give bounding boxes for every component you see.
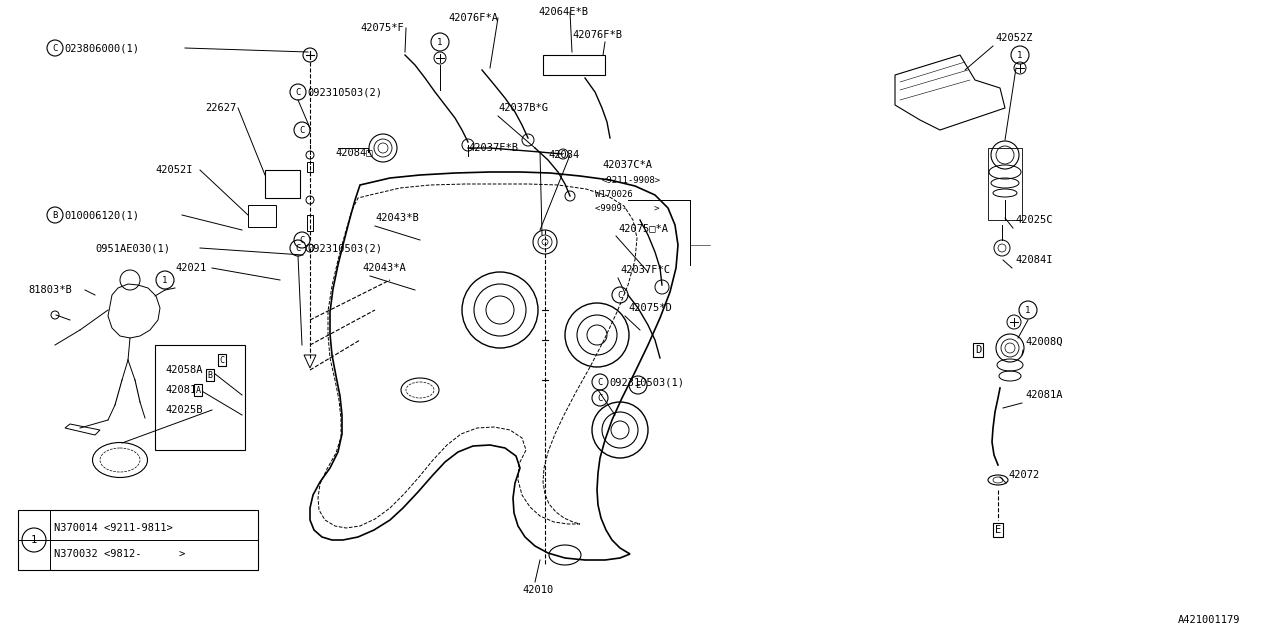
- Bar: [307, 215, 314, 231]
- Text: C: C: [300, 236, 305, 244]
- Text: 42037C*A: 42037C*A: [602, 160, 652, 170]
- Text: 42008Q: 42008Q: [1025, 337, 1062, 347]
- Text: 092310503(2): 092310503(2): [307, 243, 381, 253]
- Bar: [18, 510, 259, 570]
- Text: 42075*D: 42075*D: [628, 303, 672, 313]
- Bar: [543, 55, 605, 75]
- Text: C: C: [296, 243, 301, 253]
- Text: N370032 <9812-      >: N370032 <9812- >: [54, 549, 186, 559]
- Text: 092310503(1): 092310503(1): [609, 377, 684, 387]
- Text: B: B: [52, 211, 58, 220]
- Bar: [248, 205, 276, 227]
- Text: 42076F*A: 42076F*A: [448, 13, 498, 23]
- Text: 42076F*B: 42076F*B: [572, 30, 622, 40]
- Text: A: A: [196, 385, 201, 394]
- Text: A421001179: A421001179: [1178, 615, 1240, 625]
- Text: 42025B: 42025B: [165, 405, 202, 415]
- Text: C: C: [598, 394, 603, 403]
- Text: 42052Z: 42052Z: [995, 33, 1033, 43]
- Text: 42058A: 42058A: [165, 365, 202, 375]
- Text: 42081: 42081: [165, 385, 196, 395]
- Bar: [988, 148, 1021, 220]
- Text: N370014 <9211-9811>: N370014 <9211-9811>: [54, 523, 173, 533]
- Text: <9909-     >: <9909- >: [595, 204, 659, 212]
- Text: 42052I: 42052I: [155, 165, 192, 175]
- Text: 42081A: 42081A: [1025, 390, 1062, 400]
- Text: 42084: 42084: [548, 150, 580, 160]
- Text: 42021: 42021: [175, 263, 206, 273]
- Text: C: C: [300, 125, 305, 134]
- Text: C: C: [52, 44, 58, 52]
- Text: 1: 1: [31, 535, 37, 545]
- Text: D: D: [975, 345, 982, 355]
- Text: 42025C: 42025C: [1015, 215, 1052, 225]
- Text: 1: 1: [1025, 305, 1030, 314]
- Text: 42084I: 42084I: [1015, 255, 1052, 265]
- Text: E: E: [995, 525, 1001, 535]
- Text: 1: 1: [163, 275, 168, 285]
- Text: 81803*B: 81803*B: [28, 285, 72, 295]
- Text: 42075□*A: 42075□*A: [618, 223, 668, 233]
- Text: C: C: [296, 88, 301, 97]
- Text: C: C: [598, 378, 603, 387]
- Text: 1: 1: [1018, 51, 1023, 60]
- Bar: [265, 170, 300, 198]
- Text: 42037F*B: 42037F*B: [468, 143, 518, 153]
- Text: 0951AE030(1): 0951AE030(1): [95, 243, 170, 253]
- Text: C: C: [219, 355, 224, 365]
- Bar: [155, 345, 244, 450]
- Text: 010006120(1): 010006120(1): [64, 210, 140, 220]
- Text: 42064E*B: 42064E*B: [538, 7, 588, 17]
- Text: W170026: W170026: [595, 189, 632, 198]
- Text: 42084□: 42084□: [335, 147, 372, 157]
- Text: 023806000(1): 023806000(1): [64, 43, 140, 53]
- Bar: [307, 162, 314, 172]
- Text: 22627: 22627: [205, 103, 237, 113]
- Text: 42010: 42010: [522, 585, 553, 595]
- Text: <9211-9908>: <9211-9908>: [602, 175, 662, 184]
- Text: 42043*A: 42043*A: [362, 263, 406, 273]
- Text: 42075*F: 42075*F: [360, 23, 403, 33]
- Text: E: E: [635, 381, 641, 390]
- Text: C: C: [617, 291, 622, 300]
- Text: 1: 1: [438, 38, 443, 47]
- Text: 42037F*C: 42037F*C: [620, 265, 669, 275]
- Text: 42043*B: 42043*B: [375, 213, 419, 223]
- Text: 092310503(2): 092310503(2): [307, 87, 381, 97]
- Text: 42037B*G: 42037B*G: [498, 103, 548, 113]
- Text: B: B: [207, 371, 212, 380]
- Text: 42072: 42072: [1009, 470, 1039, 480]
